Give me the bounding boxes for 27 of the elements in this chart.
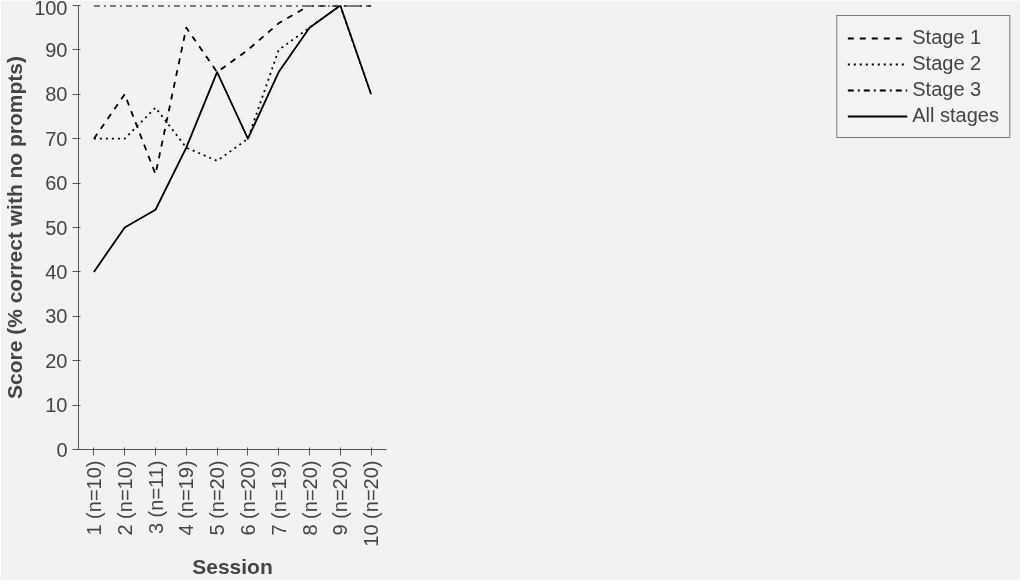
x-tick-label: 7 (n=19) bbox=[267, 460, 290, 536]
x-tick-label: 4 (n=19) bbox=[175, 460, 198, 536]
x-tick-label: 3 (n=11) bbox=[144, 460, 167, 535]
y-tick-label: 70 bbox=[45, 127, 68, 150]
y-tick-label: 20 bbox=[45, 349, 68, 372]
x-tick-label: 5 (n=20) bbox=[206, 460, 229, 536]
x-tick-label: 9 (n=20) bbox=[329, 460, 352, 536]
y-tick-label: 60 bbox=[45, 172, 68, 195]
legend-label: Stage 3 bbox=[912, 78, 982, 101]
y-tick-label: 0 bbox=[56, 438, 68, 461]
x-tick-label: 10 (n=20) bbox=[360, 460, 383, 547]
x-tick-label: 8 (n=20) bbox=[298, 460, 321, 536]
x-tick-label: 2 (n=10) bbox=[113, 460, 136, 536]
x-axis-title: Session bbox=[192, 554, 273, 578]
x-tick-label: 1 (n=10) bbox=[82, 460, 105, 536]
y-tick-label: 50 bbox=[45, 216, 68, 239]
legend-label: Stage 1 bbox=[912, 26, 982, 49]
legend-label: All stages bbox=[912, 104, 999, 127]
y-tick-label: 100 bbox=[34, 0, 68, 19]
y-tick-label: 40 bbox=[45, 260, 68, 283]
legend-label: Stage 2 bbox=[912, 52, 982, 75]
y-tick-label: 10 bbox=[45, 394, 68, 417]
y-tick-label: 90 bbox=[45, 38, 68, 61]
x-tick-label: 6 (n=20) bbox=[236, 460, 259, 536]
y-tick-label: 30 bbox=[45, 305, 68, 328]
y-tick-label: 80 bbox=[45, 83, 68, 106]
y-axis-title: Score (% correct with no prompts) bbox=[3, 55, 27, 400]
